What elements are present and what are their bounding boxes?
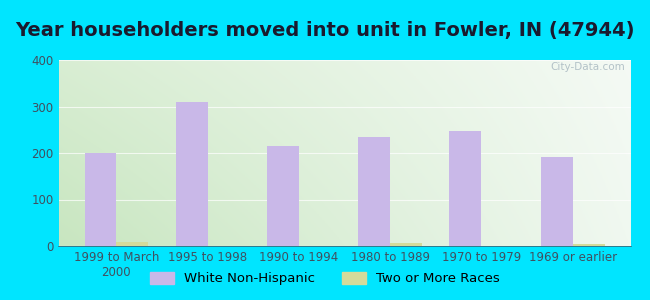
Bar (541, 157, 573, 246)
Text: City-Data.com: City-Data.com (550, 62, 625, 72)
Bar (358, 137, 390, 246)
Bar (390, 243, 422, 246)
Bar (267, 146, 299, 246)
Legend: White Non-Hispanic, Two or More Races: White Non-Hispanic, Two or More Races (145, 266, 505, 290)
Text: Year householders moved into unit in Fowler, IN (47944): Year householders moved into unit in Fow… (15, 21, 635, 40)
Bar (449, 131, 482, 246)
Bar (84, 152, 116, 246)
Bar (116, 242, 148, 246)
Bar (573, 244, 604, 246)
Bar (176, 102, 207, 246)
